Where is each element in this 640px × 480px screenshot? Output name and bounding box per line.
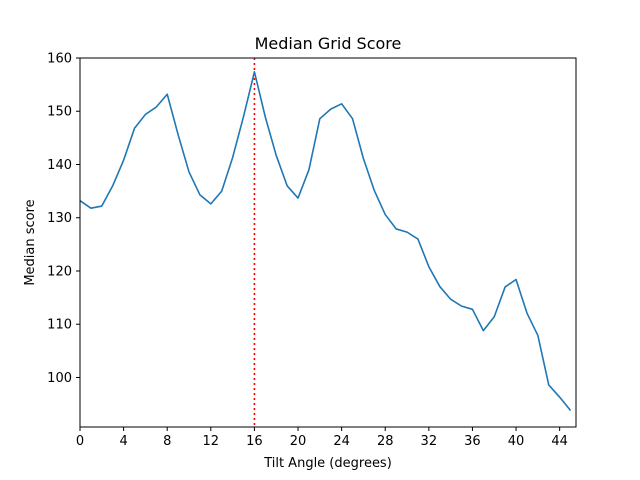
x-tick-label: 12 — [203, 434, 220, 449]
x-tick-label: 24 — [333, 434, 350, 449]
plot-frame — [79, 57, 577, 428]
series-line — [79, 71, 572, 411]
x-tick-label: 44 — [551, 434, 568, 449]
y-tick-label: 140 — [47, 158, 72, 173]
y-tick-label: 110 — [47, 318, 72, 333]
y-tick-label: 150 — [47, 105, 72, 120]
x-tick-label: 32 — [421, 434, 438, 449]
y-tick-label: 100 — [47, 371, 72, 386]
x-tick-label: 40 — [508, 434, 525, 449]
x-tick-label: 28 — [377, 434, 394, 449]
y-tick-label: 130 — [47, 211, 72, 226]
x-tick-label: 4 — [119, 434, 127, 449]
y-tick-label: 160 — [47, 52, 72, 67]
x-tick-label: 16 — [246, 434, 263, 449]
plot-area — [80, 58, 576, 427]
y-tick-label: 120 — [47, 264, 72, 279]
x-tick-label: 20 — [290, 434, 307, 449]
y-axis-title: Median score — [23, 199, 38, 285]
x-tick-label: 0 — [76, 434, 84, 449]
x-axis-title: Tilt Angle (degrees) — [263, 456, 392, 471]
x-tick-label: 8 — [163, 434, 171, 449]
chart-title: Median Grid Score — [255, 34, 402, 53]
x-tick-label: 36 — [464, 434, 481, 449]
